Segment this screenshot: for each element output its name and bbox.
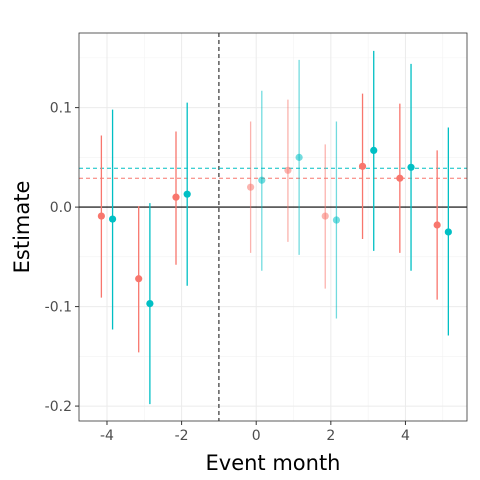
data-point xyxy=(358,162,367,170)
data-point xyxy=(97,212,105,220)
data-point xyxy=(396,174,404,182)
data-point xyxy=(108,215,117,223)
data-point xyxy=(407,163,415,171)
data-point xyxy=(146,300,154,308)
data-point xyxy=(295,153,303,161)
x-tick-label: 2 xyxy=(326,428,335,444)
x-axis-title: Event month xyxy=(206,451,341,475)
y-tick-label: 0.1 xyxy=(50,101,72,117)
x-tick-label: 0 xyxy=(252,428,261,444)
y-tick-label: -0.2 xyxy=(45,399,72,415)
x-tick-label: -2 xyxy=(175,428,189,444)
data-point xyxy=(172,193,180,201)
series-2 xyxy=(108,50,452,405)
data-point xyxy=(444,228,452,236)
data-point xyxy=(433,221,441,229)
x-tick-label: 4 xyxy=(401,428,410,444)
series-1 xyxy=(97,93,441,353)
series-layer xyxy=(97,50,452,405)
data-point xyxy=(370,146,378,154)
panel-border xyxy=(78,32,468,422)
y-tick-label: -0.1 xyxy=(45,300,72,316)
data-point xyxy=(135,275,143,283)
y-axis-title: Estimate xyxy=(10,181,34,274)
data-point xyxy=(332,216,341,224)
data-point xyxy=(284,166,292,174)
data-point xyxy=(247,183,255,191)
data-point xyxy=(258,176,266,184)
x-tick-label: -4 xyxy=(100,428,114,444)
axis-layer: -4 -2 0 2 4 -0.2 -0.1 0.0 0.1 xyxy=(45,101,410,444)
data-point xyxy=(183,190,191,198)
y-tick-label: 0.0 xyxy=(50,200,72,216)
data-point xyxy=(321,212,329,220)
